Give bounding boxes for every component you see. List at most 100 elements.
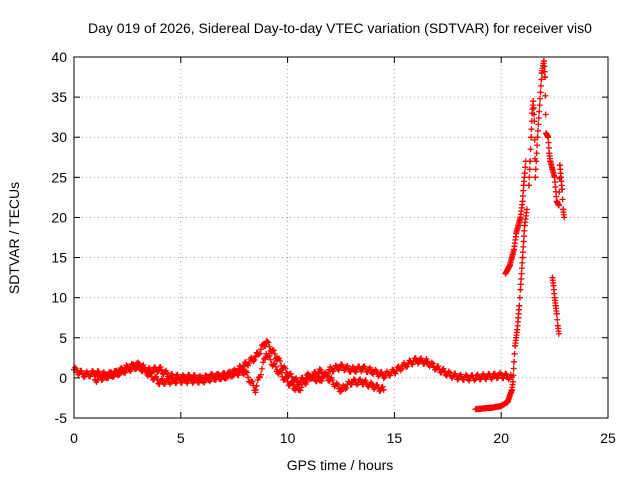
data-point	[252, 386, 259, 393]
data-point	[472, 375, 479, 382]
data-point	[529, 110, 536, 117]
data-point	[533, 158, 540, 165]
data-point	[195, 379, 202, 386]
data-point	[543, 130, 550, 137]
data-point	[553, 198, 560, 205]
data-point	[220, 372, 227, 379]
data-point	[510, 365, 517, 372]
data-point	[288, 373, 295, 380]
data-point	[540, 58, 547, 65]
series-5	[549, 274, 562, 337]
data-point	[549, 166, 556, 173]
data-point	[409, 361, 416, 368]
data-point	[263, 350, 270, 357]
data-point	[153, 373, 160, 380]
data-point	[472, 406, 479, 413]
data-point	[116, 370, 123, 377]
data-point	[380, 372, 387, 379]
data-point	[379, 383, 386, 390]
data-point	[520, 243, 527, 250]
data-point	[444, 370, 451, 377]
data-point	[402, 362, 409, 369]
data-point	[278, 369, 285, 376]
data-point	[476, 374, 483, 381]
data-point	[323, 370, 330, 377]
data-point	[504, 398, 511, 405]
data-point	[303, 379, 310, 386]
data-point	[530, 104, 537, 111]
data-point	[511, 358, 518, 365]
data-point	[391, 368, 398, 375]
data-point	[159, 377, 166, 384]
data-point	[364, 368, 371, 375]
data-point	[455, 374, 462, 381]
data-point	[258, 365, 265, 372]
data-point	[78, 367, 85, 374]
data-point	[527, 146, 534, 153]
x-tick-label: 5	[177, 430, 185, 446]
data-point	[558, 174, 565, 181]
data-point	[338, 386, 344, 393]
data-point	[498, 372, 505, 379]
data-point	[218, 375, 225, 382]
data-point	[370, 368, 377, 375]
data-point	[359, 378, 366, 385]
data-point	[534, 134, 541, 141]
data-point	[373, 367, 380, 374]
data-point	[333, 380, 340, 387]
chart-title: Day 019 of 2026, Sidereal Day-to-day VTE…	[88, 20, 592, 36]
data-point	[554, 316, 561, 323]
data-point	[532, 166, 539, 173]
data-point	[516, 302, 523, 309]
data-point	[481, 372, 488, 379]
data-point	[324, 373, 331, 380]
data-point	[370, 382, 377, 389]
data-point	[330, 368, 337, 375]
data-point	[277, 357, 284, 364]
data-point	[531, 118, 538, 125]
data-point	[513, 230, 520, 237]
data-point	[273, 354, 280, 361]
data-point	[541, 68, 548, 75]
data-point	[511, 350, 518, 357]
data-point	[238, 367, 245, 374]
data-point	[526, 166, 533, 173]
data-point	[181, 374, 188, 381]
data-point	[273, 366, 280, 373]
data-point	[257, 346, 264, 353]
data-point	[502, 370, 509, 377]
data-point	[272, 363, 279, 370]
data-point	[466, 374, 473, 381]
data-point	[331, 383, 338, 390]
data-point	[199, 377, 206, 384]
data-point	[266, 343, 273, 350]
data-point	[560, 206, 567, 213]
data-point	[99, 376, 106, 383]
data-point	[198, 374, 205, 381]
data-point	[521, 227, 528, 234]
y-tick-label: 20	[51, 209, 67, 225]
data-point	[81, 371, 88, 378]
data-point	[556, 162, 563, 169]
data-point	[156, 366, 163, 373]
data-point	[462, 371, 469, 378]
data-point	[229, 373, 236, 380]
data-point	[532, 155, 539, 162]
data-point	[267, 356, 274, 363]
data-point	[355, 379, 362, 386]
data-point	[108, 369, 115, 376]
data-point	[550, 282, 557, 289]
x-axis-label: GPS time / hours	[287, 457, 394, 473]
data-point	[516, 294, 523, 301]
data-point	[520, 233, 527, 240]
y-tick-label: 25	[51, 169, 67, 185]
data-point	[536, 108, 543, 115]
data-point	[508, 254, 515, 261]
data-point	[154, 369, 161, 376]
data-layer	[71, 58, 568, 413]
data-point	[519, 254, 526, 261]
data-point	[122, 369, 129, 376]
data-point	[520, 182, 527, 189]
data-point	[508, 386, 515, 393]
data-point	[105, 375, 112, 382]
